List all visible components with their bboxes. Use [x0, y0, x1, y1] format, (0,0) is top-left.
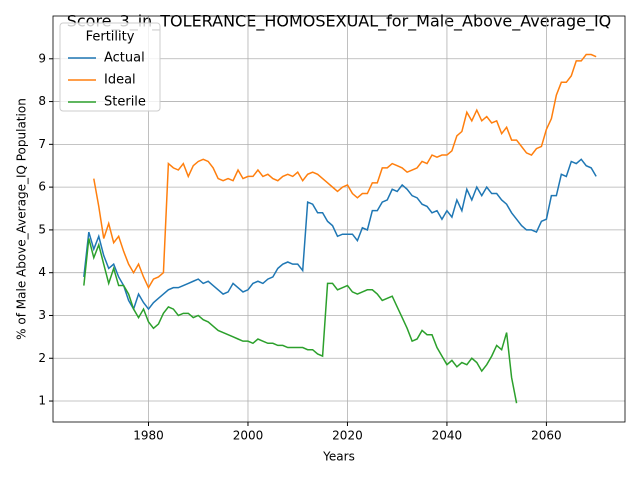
x-tick-label: 2040 [432, 429, 463, 443]
data-line [83, 158, 597, 311]
y-tick-label: 5 [38, 222, 46, 236]
y-tick-label: 2 [38, 351, 46, 365]
x-tick-label: 1980 [133, 429, 164, 443]
legend-box [59, 22, 161, 112]
y-axis-label: % of Male Above_Average_IQ Population [15, 98, 29, 340]
y-tick-label: 8 [38, 94, 46, 108]
y-tick-label: 9 [38, 51, 46, 65]
y-tick-label: 7 [38, 137, 46, 151]
x-axis-label: Years [322, 450, 355, 464]
plot-frame [52, 15, 626, 423]
y-tick-label: 3 [38, 308, 46, 322]
y-tick-label: 6 [38, 180, 46, 194]
chart-title: Score_3_in_TOLERANCE_HOMOSEXUAL_for_Male… [67, 12, 612, 32]
legend-label: Actual [104, 51, 145, 66]
x-tick-label: 2060 [531, 429, 562, 443]
y-tick-label: 4 [38, 265, 46, 279]
x-tick-label: 2020 [332, 429, 363, 443]
x-tick-label: 2000 [233, 429, 264, 443]
legend-label: Ideal [104, 73, 136, 88]
data-line [83, 238, 518, 404]
y-tick-label: 1 [38, 394, 46, 408]
legend-title: Fertility [86, 30, 135, 45]
legend-label: Sterile [104, 95, 146, 110]
data-line [93, 53, 597, 290]
